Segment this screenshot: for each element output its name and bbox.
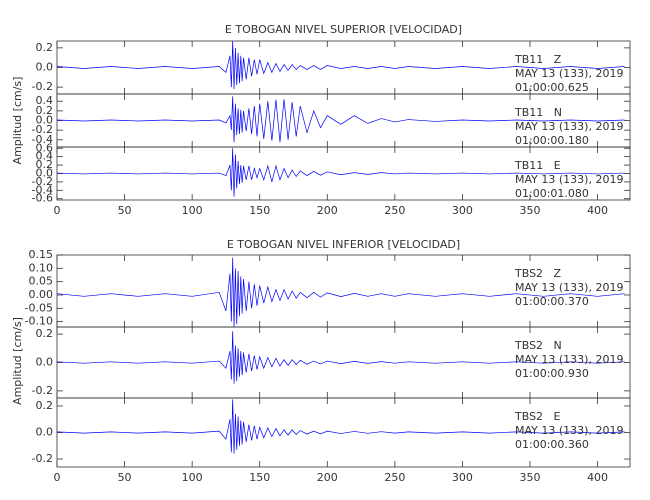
y-tick-label: -0.2 xyxy=(32,175,53,188)
y-tick-label: 0.0 xyxy=(36,356,54,369)
x-tick-label: 250 xyxy=(384,204,405,217)
date-label: MAY 13 (133), 2019 xyxy=(515,281,623,294)
y-tick-label: 0.2 xyxy=(36,104,54,117)
date-label: MAY 13 (133), 2019 xyxy=(515,173,623,186)
chart-title: E TOBOGAN NIVEL SUPERIOR [VELOCIDAD] xyxy=(225,23,462,36)
x-tick-label: 100 xyxy=(182,471,203,484)
x-tick-label: 300 xyxy=(452,204,473,217)
x-tick-label: 400 xyxy=(587,204,608,217)
y-tick-label: -0.2 xyxy=(32,80,53,93)
y-tick-label: -0.2 xyxy=(32,384,53,397)
x-tick-label: 350 xyxy=(519,204,540,217)
time-label: 01:00:00.930 xyxy=(515,367,589,380)
y-tick-label: -0.05 xyxy=(25,301,53,314)
y-tick-label: 0.2 xyxy=(36,158,54,171)
time-label: 01:00:00.180 xyxy=(515,134,589,147)
y-tick-label: -0.10 xyxy=(25,315,53,328)
time-label: 01:00:00.370 xyxy=(515,295,589,308)
y-axis-label: Amplitud [cm/s] xyxy=(11,77,24,165)
y-tick-label: -0.6 xyxy=(32,192,53,205)
y-tick-label: -0.2 xyxy=(32,123,53,136)
y-tick-label: -0.4 xyxy=(32,133,53,146)
y-tick-label: -0.4 xyxy=(32,183,53,196)
y-tick-label: 0.00 xyxy=(29,288,54,301)
x-tick-label: 150 xyxy=(249,471,270,484)
time-label: 01:00:00.360 xyxy=(515,438,589,451)
station-label: TB11 N xyxy=(514,106,562,119)
waveform xyxy=(56,96,625,143)
x-tick-label: 0 xyxy=(54,204,61,217)
x-tick-label: 250 xyxy=(384,471,405,484)
y-tick-label: 0.2 xyxy=(36,327,54,340)
y-axis-label: Amplitud [cm/s] xyxy=(11,317,24,405)
y-tick-label: 0.4 xyxy=(36,94,54,107)
y-tick-label: 0.2 xyxy=(36,41,54,54)
x-tick-label: 200 xyxy=(317,471,338,484)
x-tick-label: 50 xyxy=(118,471,132,484)
chart-title: E TOBOGAN NIVEL INFERIOR [VELOCIDAD] xyxy=(227,238,460,251)
x-tick-label: 200 xyxy=(317,204,338,217)
y-tick-label: 0.2 xyxy=(36,399,54,412)
date-label: MAY 13 (133), 2019 xyxy=(515,120,623,133)
station-label: TBS2 E xyxy=(514,410,561,423)
y-tick-label: 0.4 xyxy=(36,150,54,163)
date-label: MAY 13 (133), 2019 xyxy=(515,424,623,437)
x-tick-label: 300 xyxy=(452,471,473,484)
y-tick-label: 0.15 xyxy=(29,248,54,261)
station-label: TB11 Z xyxy=(514,53,562,66)
y-tick-label: 0.6 xyxy=(36,141,54,154)
waveform xyxy=(56,257,625,328)
x-tick-label: 0 xyxy=(54,471,61,484)
date-label: MAY 13 (133), 2019 xyxy=(515,67,623,80)
waveform xyxy=(56,148,625,197)
station-label: TB11 E xyxy=(514,159,561,172)
y-tick-label: 0.0 xyxy=(36,61,54,74)
y-tick-label: 0.0 xyxy=(36,167,54,180)
y-tick-label: 0.0 xyxy=(36,426,54,439)
y-tick-label: 0.10 xyxy=(29,261,54,274)
x-tick-label: 50 xyxy=(118,204,132,217)
date-label: MAY 13 (133), 2019 xyxy=(515,353,623,366)
time-label: 01:00:00.625 xyxy=(515,81,589,94)
x-tick-label: 400 xyxy=(587,471,608,484)
station-label: TBS2 Z xyxy=(514,267,562,280)
x-tick-label: 150 xyxy=(249,204,270,217)
waveform xyxy=(56,399,625,454)
y-tick-label: 0.05 xyxy=(29,275,54,288)
y-tick-label: 0.0 xyxy=(36,114,54,127)
waveform xyxy=(56,331,625,384)
time-label: 01:00:01.080 xyxy=(515,187,589,200)
x-tick-label: 100 xyxy=(182,204,203,217)
y-tick-label: -0.2 xyxy=(32,452,53,465)
station-label: TBS2 N xyxy=(514,339,562,352)
waveform xyxy=(56,40,625,90)
x-tick-label: 350 xyxy=(519,471,540,484)
